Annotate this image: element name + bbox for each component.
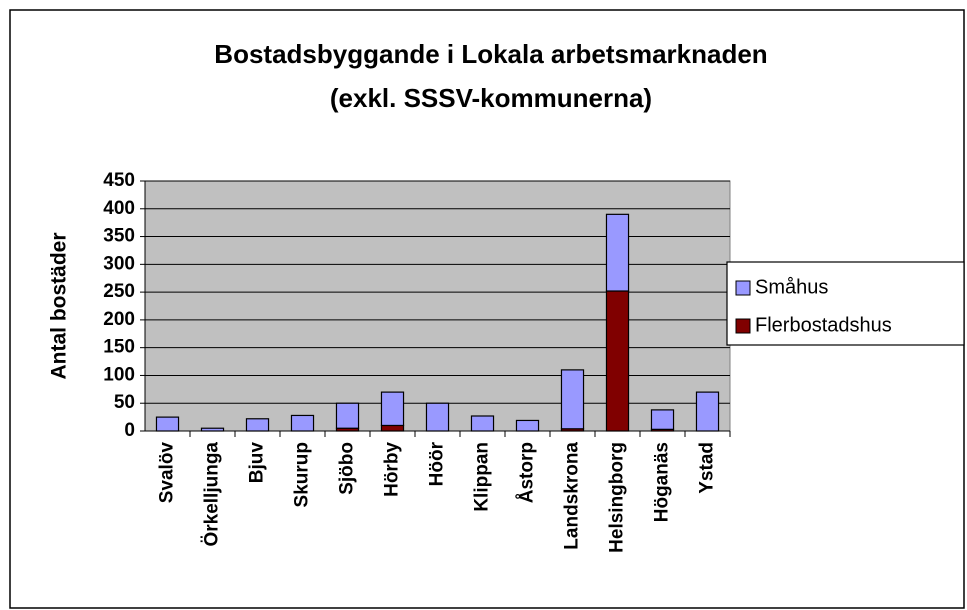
legend-box xyxy=(726,261,965,346)
x-tick-label: Bjuv xyxy=(247,442,268,484)
x-tick-label: Svalöv xyxy=(157,442,178,504)
y-tick-label: 400 xyxy=(103,198,135,219)
plot-area xyxy=(144,180,731,432)
x-tick-label: Höganäs xyxy=(652,442,673,522)
x-tick-label: Skurup xyxy=(292,442,313,507)
bar-segment xyxy=(560,369,585,430)
bar-segment xyxy=(695,391,720,432)
y-tick-label: 250 xyxy=(103,281,135,302)
legend-swatch xyxy=(735,318,751,334)
bar-segment xyxy=(200,427,225,432)
x-tick-label: Höör xyxy=(427,441,448,486)
bar-segment xyxy=(650,409,675,430)
chart-title: (exkl. SSSV-kommunerna) xyxy=(330,83,652,113)
x-tick-label: Klippan xyxy=(472,442,493,512)
y-tick-label: 350 xyxy=(103,226,135,247)
chart-title: Bostadsbyggande i Lokala arbetsmarknaden xyxy=(214,39,767,69)
y-tick-label: 300 xyxy=(103,253,135,274)
x-tick-label: Åstorp xyxy=(517,442,538,503)
bar-segment xyxy=(605,290,630,432)
x-tick-label: Sjöbo xyxy=(337,442,358,495)
bar-segment xyxy=(470,415,495,432)
y-tick-label: 200 xyxy=(103,309,135,330)
y-tick-label: 100 xyxy=(103,364,135,385)
x-tick-label: Ystad xyxy=(697,442,718,494)
bar-segment xyxy=(335,402,360,429)
legend-label: Flerbostadshus xyxy=(755,314,892,336)
bar-segment xyxy=(290,414,315,432)
bar-segment xyxy=(515,419,540,432)
x-tick-label: Helsingborg xyxy=(607,442,628,553)
bar-segment xyxy=(425,402,450,432)
bar-segment xyxy=(605,213,630,292)
x-tick-label: Landskrona xyxy=(562,442,583,550)
bar-segment xyxy=(380,424,405,432)
x-tick-label: Hörby xyxy=(382,442,403,497)
bar-segment xyxy=(380,391,405,427)
legend-label: Småhus xyxy=(755,276,828,298)
x-tick-label: Örkelljunga xyxy=(202,442,223,547)
legend-swatch xyxy=(735,280,751,296)
y-axis-label: Antal bostäder xyxy=(48,232,71,379)
y-tick-label: 150 xyxy=(103,337,135,358)
y-tick-label: 0 xyxy=(124,420,135,441)
bar-segment xyxy=(245,418,270,432)
bar-segment xyxy=(155,416,180,432)
y-tick-label: 50 xyxy=(114,392,135,413)
y-tick-label: 450 xyxy=(103,170,135,191)
